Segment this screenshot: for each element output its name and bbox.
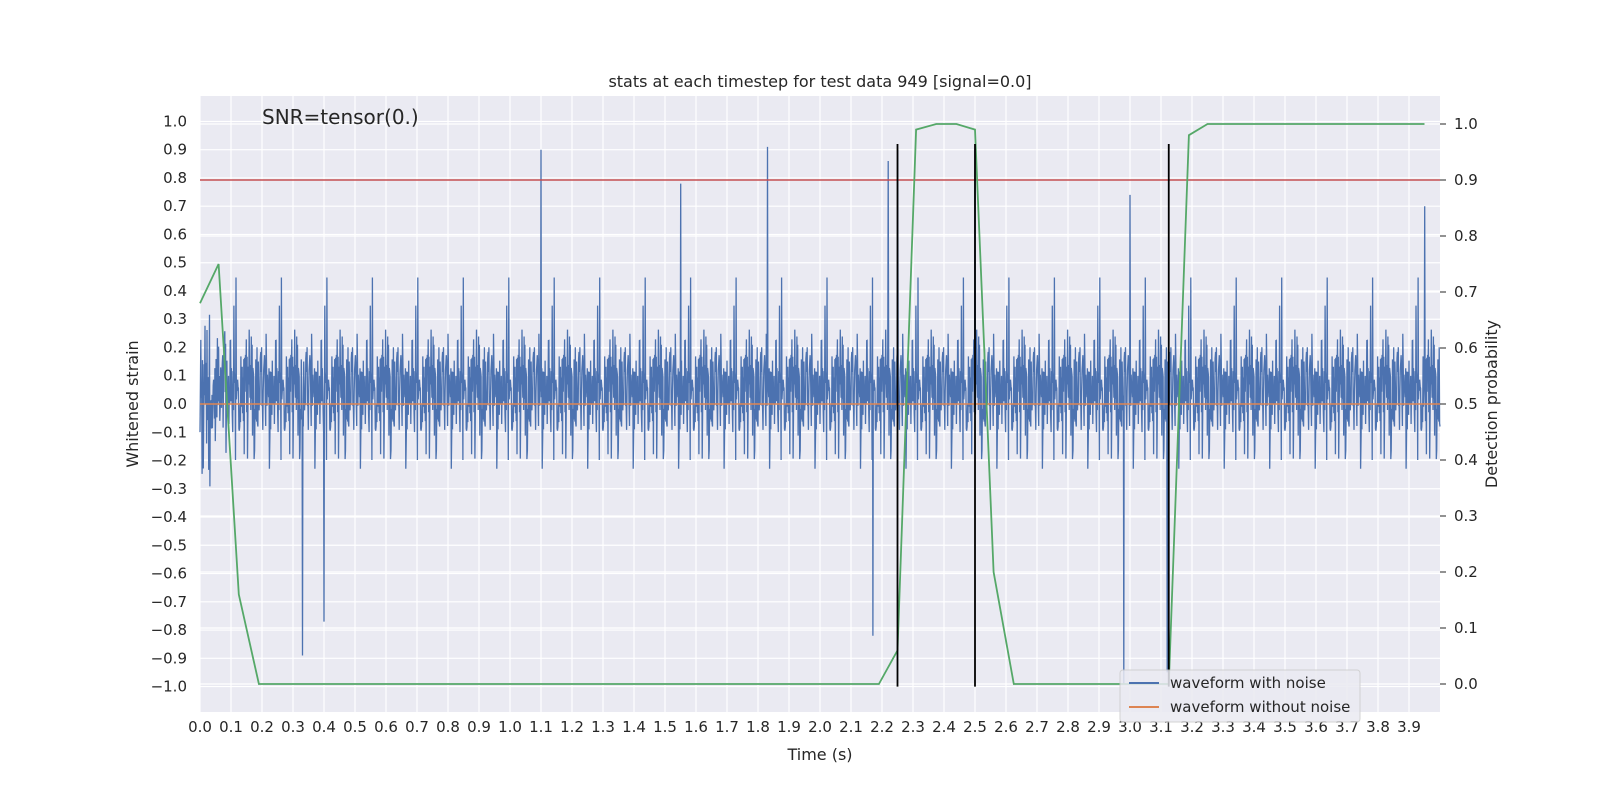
noise-line (199, 146, 1441, 684)
x-tick-label: 1.4 (622, 718, 646, 736)
y2-tick-label: 0.2 (1454, 563, 1478, 581)
y2-tick-label: 0.9 (1454, 171, 1478, 189)
y-tick-label: −0.4 (151, 508, 187, 526)
x-tick-label: 1.6 (684, 718, 708, 736)
y2-tick-label: 0.8 (1454, 227, 1478, 245)
x-tick-label: 1.8 (746, 718, 770, 736)
x-tick-label: 1.1 (529, 718, 553, 736)
x-tick-label: 2.7 (1025, 718, 1049, 736)
y2-tick-label: 0.4 (1454, 451, 1478, 469)
y-tick-label: 1.0 (163, 112, 187, 130)
y-tick-label: −0.5 (151, 536, 187, 554)
series-waveform-with-noise (199, 146, 1441, 684)
y2-tick-label: 0.7 (1454, 283, 1478, 301)
y2-tick-label: 0.6 (1454, 339, 1478, 357)
y-tick-label: 0.6 (163, 225, 187, 243)
y-tick-label: −0.3 (151, 480, 187, 498)
legend-box (1119, 669, 1361, 723)
x-tick-label: 3.9 (1397, 718, 1421, 736)
x-tick-label: 2.2 (870, 718, 894, 736)
x-tick-label: 0.2 (250, 718, 274, 736)
y-tick-label: 0.9 (163, 141, 187, 159)
legend: waveform with noise waveform without noi… (1119, 669, 1361, 723)
x-tick-label: 0.8 (436, 718, 460, 736)
y2-axis-label: Detection probability (1482, 320, 1501, 488)
y-tick-label: −0.8 (151, 621, 187, 639)
y-tick-label: 0.0 (163, 395, 187, 413)
x-tick-label: 3.8 (1366, 718, 1390, 736)
x-tick-label: 2.6 (994, 718, 1018, 736)
y-tick-label: −0.9 (151, 649, 187, 667)
vertical-markers (896, 144, 1170, 687)
x-tick-label: 2.9 (1087, 718, 1111, 736)
y-axis-label: Whitened strain (123, 340, 142, 467)
legend-label-clean: waveform without noise (1170, 698, 1350, 716)
x-tick-label: 2.1 (839, 718, 863, 736)
x-tick-label: 0.6 (374, 718, 398, 736)
x-tick-label: 2.5 (963, 718, 987, 736)
x-tick-label: 0.9 (467, 718, 491, 736)
y-tick-label: −0.1 (151, 423, 187, 441)
x-tick-label: 2.3 (901, 718, 925, 736)
x-tick-label: 1.7 (715, 718, 739, 736)
y2-tick-label: 1.0 (1454, 115, 1478, 133)
y2-tick-labels: 1.0 0.9 0.8 0.7 0.6 0.5 0.4 0.3 0.2 0.1 0.0 (1440, 115, 1478, 693)
legend-label-noise: waveform with noise (1170, 674, 1326, 692)
y-tick-label: −0.2 (151, 452, 187, 470)
x-tick-label: 0.3 (281, 718, 305, 736)
x-tick-label: 0.4 (312, 718, 336, 736)
snr-annotation: SNR=tensor(0.) (262, 105, 419, 129)
y-tick-labels: 1.0 0.9 0.8 0.7 0.6 0.5 0.4 0.3 0.2 0.1 0.0 −0.1 −0.… (151, 112, 187, 695)
x-tick-label: 0.5 (343, 718, 367, 736)
x-tick-label: 1.0 (498, 718, 522, 736)
y-tick-label: −0.7 (151, 593, 187, 611)
y2-tick-label: 0.0 (1454, 675, 1478, 693)
y2-tick-label: 0.5 (1454, 395, 1478, 413)
y-tick-label: −0.6 (151, 565, 187, 583)
x-tick-label: 0.7 (405, 718, 429, 736)
y-tick-label: 0.2 (163, 338, 187, 356)
y-tick-label: 0.5 (163, 254, 187, 272)
x-tick-label: 0.1 (219, 718, 243, 736)
x-tick-label: 1.3 (591, 718, 615, 736)
y-tick-label: 0.7 (163, 197, 187, 215)
y-tick-label: 0.1 (163, 367, 187, 385)
x-tick-label: 1.9 (777, 718, 801, 736)
y-tick-label: −1.0 (151, 678, 187, 696)
x-tick-label: 2.0 (808, 718, 832, 736)
y-tick-label: 0.4 (163, 282, 187, 300)
x-tick-label: 1.5 (653, 718, 677, 736)
x-tick-label: 2.8 (1056, 718, 1080, 736)
y2-tick-label: 0.3 (1454, 507, 1478, 525)
y2-tick-label: 0.1 (1454, 619, 1478, 637)
y-tick-label: 0.3 (163, 310, 187, 328)
y-tick-label: 0.8 (163, 169, 187, 187)
chart-title: stats at each timestep for test data 949… (608, 72, 1031, 91)
x-tick-label: 1.2 (560, 718, 584, 736)
x-axis-label: Time (s) (786, 745, 852, 764)
x-tick-label: 2.4 (932, 718, 956, 736)
x-tick-label: 0.0 (188, 718, 212, 736)
